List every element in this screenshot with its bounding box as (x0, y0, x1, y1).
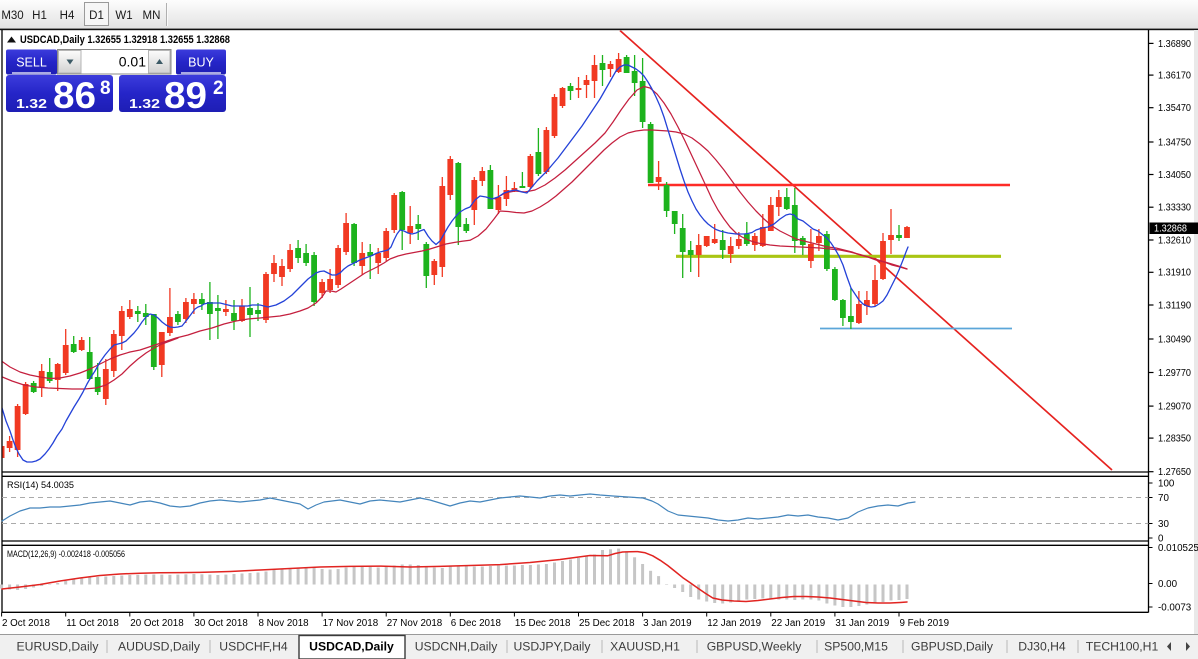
svg-text:H1: H1 (32, 10, 47, 22)
svg-text:GBPUSD,Daily: GBPUSD,Daily (911, 640, 994, 654)
svg-text:86: 86 (53, 75, 96, 116)
svg-text:100: 100 (1158, 478, 1175, 489)
svg-text:30: 30 (1158, 519, 1169, 530)
svg-text:1.31910: 1.31910 (1158, 268, 1192, 279)
svg-text:2 Oct 2018: 2 Oct 2018 (2, 618, 50, 629)
svg-text:SP500,M15: SP500,M15 (824, 640, 888, 654)
svg-text:BUY: BUY (188, 56, 214, 70)
svg-text:AUDUSD,Daily: AUDUSD,Daily (118, 640, 201, 654)
svg-text:DJ30,H4: DJ30,H4 (1018, 640, 1066, 654)
svg-text:GBPUSD,Weekly: GBPUSD,Weekly (707, 640, 802, 654)
svg-text:1.32: 1.32 (129, 96, 160, 111)
svg-text:H4: H4 (60, 10, 75, 22)
svg-text:USDCAD,Daily: USDCAD,Daily (309, 640, 394, 654)
svg-text:0.010525: 0.010525 (1158, 543, 1198, 554)
svg-text:1.30490: 1.30490 (1158, 334, 1192, 345)
svg-text:SELL: SELL (16, 56, 47, 70)
svg-text:27 Nov 2018: 27 Nov 2018 (387, 618, 443, 629)
svg-text:1.35470: 1.35470 (1158, 103, 1192, 114)
svg-text:1.34750: 1.34750 (1158, 137, 1192, 148)
svg-text:1.33330: 1.33330 (1158, 203, 1192, 214)
svg-text:USDCAD,Daily 1.32655 1.32918: USDCAD,Daily 1.32655 1.32918 1.32655 1.3… (20, 34, 230, 46)
svg-text:EURUSD,Daily: EURUSD,Daily (17, 640, 100, 654)
svg-text:89: 89 (164, 75, 207, 116)
svg-text:W1: W1 (115, 10, 132, 22)
svg-text:M30: M30 (1, 10, 23, 22)
svg-text:1.34050: 1.34050 (1158, 170, 1192, 181)
svg-text:1.29770: 1.29770 (1158, 368, 1192, 379)
svg-text:MN: MN (143, 10, 161, 22)
svg-text:1.29070: 1.29070 (1158, 402, 1192, 413)
svg-text:D1: D1 (89, 10, 104, 22)
svg-text:XAUUSD,H1: XAUUSD,H1 (610, 640, 680, 654)
svg-text:70: 70 (1158, 493, 1169, 504)
svg-text:30 Oct 2018: 30 Oct 2018 (194, 618, 248, 629)
svg-text:1.36170: 1.36170 (1158, 71, 1192, 82)
svg-text:22 Jan 2019: 22 Jan 2019 (771, 618, 825, 629)
svg-text:1.28350: 1.28350 (1158, 434, 1192, 445)
svg-text:1.32610: 1.32610 (1158, 235, 1192, 246)
svg-text:6 Dec 2018: 6 Dec 2018 (451, 618, 502, 629)
svg-text:8 Nov 2018: 8 Nov 2018 (259, 618, 310, 629)
svg-text:USDCHF,H4: USDCHF,H4 (219, 640, 288, 654)
svg-text:25 Dec 2018: 25 Dec 2018 (579, 618, 635, 629)
svg-text:USDCNH,Daily: USDCNH,Daily (415, 640, 499, 654)
svg-text:20 Oct 2018: 20 Oct 2018 (130, 618, 184, 629)
svg-text:TECH100,H1: TECH100,H1 (1086, 640, 1159, 654)
svg-text:1.36890: 1.36890 (1158, 39, 1192, 50)
svg-text:2: 2 (213, 78, 224, 99)
svg-text:1.32: 1.32 (16, 96, 47, 111)
svg-text:1.31190: 1.31190 (1158, 300, 1192, 311)
svg-text:8: 8 (100, 78, 111, 99)
svg-text:15 Dec 2018: 15 Dec 2018 (515, 618, 571, 629)
svg-text:3 Jan 2019: 3 Jan 2019 (643, 618, 691, 629)
svg-text:0.00: 0.00 (1158, 579, 1178, 590)
svg-text:31 Jan 2019: 31 Jan 2019 (835, 618, 889, 629)
svg-text:12 Jan 2019: 12 Jan 2019 (707, 618, 761, 629)
svg-text:-0.0073: -0.0073 (1158, 602, 1192, 613)
svg-text:9 Feb 2019: 9 Feb 2019 (900, 618, 950, 629)
svg-text:11 Oct 2018: 11 Oct 2018 (66, 618, 119, 629)
svg-text:1.27650: 1.27650 (1158, 467, 1192, 478)
svg-text:USDJPY,Daily: USDJPY,Daily (514, 640, 592, 654)
svg-text:RSI(14) 54.0035: RSI(14) 54.0035 (7, 480, 74, 491)
svg-text:1.32868: 1.32868 (1154, 224, 1188, 235)
svg-text:0: 0 (1158, 533, 1164, 544)
svg-text:17 Nov 2018: 17 Nov 2018 (323, 618, 379, 629)
svg-text:MACD(12,26,9) -0.002418 -0.005: MACD(12,26,9) -0.002418 -0.005056 (7, 549, 125, 560)
svg-text:0.01: 0.01 (119, 54, 146, 70)
